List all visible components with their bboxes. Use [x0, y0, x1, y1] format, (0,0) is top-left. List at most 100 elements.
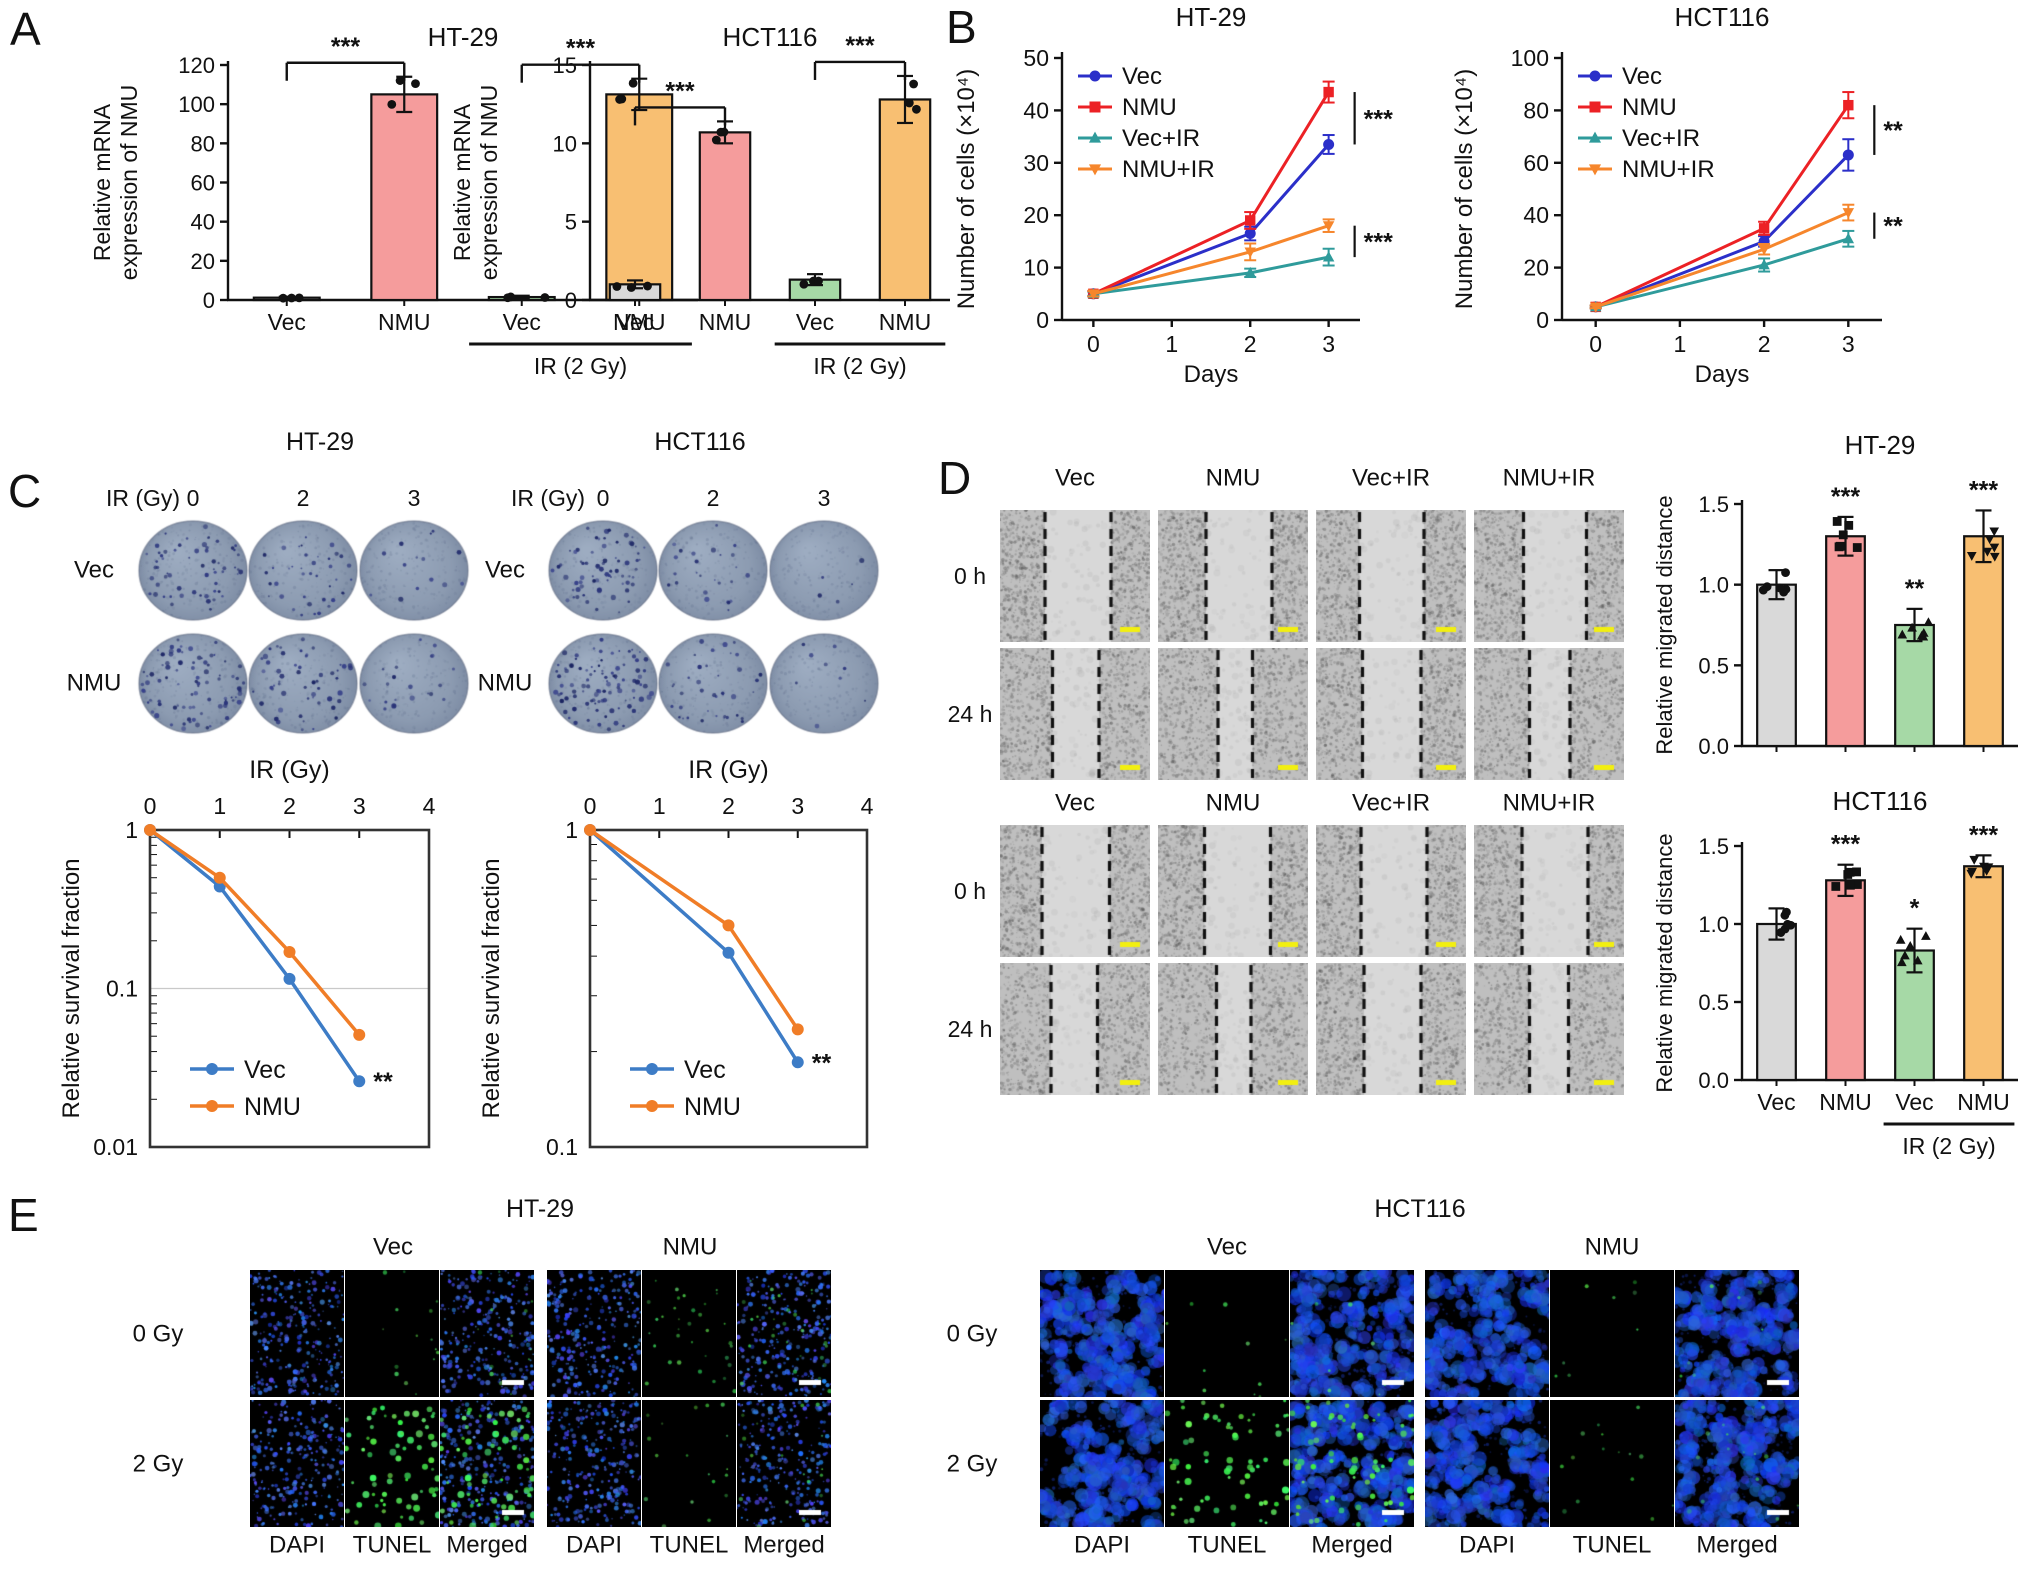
- wound-condition-label: NMU: [1205, 789, 1261, 817]
- panel-d-label: D: [938, 452, 972, 504]
- svg-text:***: ***: [1969, 476, 1998, 504]
- svg-text:0.5: 0.5: [1698, 653, 1729, 678]
- svg-text:1: 1: [1673, 331, 1686, 357]
- colony-plate-image: [768, 518, 880, 622]
- svg-text:NMU: NMU: [1957, 1089, 2009, 1115]
- wound-healing-assay: Vec NMU Vec+IR NMU+IR 0 h 24 h Vec NMU Vec+IR NMU…: [940, 460, 1645, 1110]
- svg-text:0.1: 0.1: [106, 976, 138, 1002]
- svg-text:**: **: [1883, 117, 1903, 145]
- svg-text:1: 1: [213, 793, 226, 819]
- svg-text:expression of NMU: expression of NMU: [476, 85, 502, 281]
- growth-line-chart-hct116: Number of cells (×10⁴) HCT116 0 20 40 60 80 100…: [1448, 0, 2032, 410]
- svg-text:Vec: Vec: [1622, 63, 1662, 90]
- svg-text:60: 60: [1523, 150, 1549, 176]
- colony-group-title: HT-29: [285, 427, 355, 456]
- svg-text:*: *: [1910, 895, 1920, 923]
- ir-dose-label: 3: [407, 484, 421, 511]
- svg-text:2: 2: [1758, 331, 1771, 357]
- wound-image: [1474, 510, 1624, 642]
- dose-row-label: 0 Gy: [946, 1319, 998, 1347]
- stain-channel-label: Merged: [743, 1531, 825, 1559]
- wound-image: [1158, 825, 1308, 957]
- svg-text:40: 40: [1023, 97, 1049, 123]
- svg-text:***: ***: [1364, 228, 1393, 256]
- svg-text:3: 3: [1842, 331, 1855, 357]
- ir-dose-label: 0: [596, 484, 610, 511]
- colony-formation-assay: HT-29 IR (Gy) 0 2 3 Vec NMU HCT116 IR (Gy) 0 2 3 Vec…: [0, 427, 960, 742]
- svg-text:Relative mRNA: Relative mRNA: [89, 103, 115, 261]
- svg-text:NMU+IR: NMU+IR: [1622, 156, 1715, 183]
- svg-text:HCT116: HCT116: [1675, 2, 1770, 32]
- fluorescence-image: [345, 1270, 439, 1397]
- svg-text:0: 0: [203, 288, 215, 313]
- survival-chart-ht29: IR (Gy) 0 1 2 3 4 Relative survival fraction 1 0…: [55, 742, 457, 1162]
- svg-text:1.5: 1.5: [1698, 834, 1729, 859]
- wound-time-label: 0 h: [954, 877, 986, 904]
- svg-text:0.0: 0.0: [1698, 1068, 1729, 1093]
- colony-plate-image: [547, 518, 659, 622]
- svg-text:10: 10: [1023, 255, 1049, 281]
- svg-text:**: **: [1883, 213, 1903, 241]
- colony-plate-image: [657, 518, 769, 622]
- svg-text:NMU: NMU: [378, 309, 430, 335]
- fluorescence-image: [1675, 1270, 1799, 1397]
- svg-text:1: 1: [565, 817, 578, 843]
- dose-row-label: 2 Gy: [132, 1449, 184, 1477]
- growth-line-chart-ht29: Number of cells (×10⁴) HT-29 0 10 20 30 40 50 0 1…: [950, 0, 1462, 410]
- ir-dose-label: 0: [186, 484, 200, 511]
- svg-text:Days: Days: [1695, 361, 1750, 388]
- fluorescence-image: [642, 1270, 736, 1397]
- svg-text:HT-29: HT-29: [428, 22, 499, 52]
- wound-condition-label: Vec: [1054, 789, 1096, 817]
- migration-bar-chart-hct116: Relative migrated distance HCT116 0.0 0.5 1.…: [1652, 786, 2032, 1190]
- svg-text:0.01: 0.01: [93, 1134, 138, 1160]
- svg-text:NMU: NMU: [1819, 1089, 1871, 1115]
- stain-channel-label: TUNEL: [352, 1531, 432, 1559]
- wound-image: [1316, 825, 1466, 957]
- svg-text:100: 100: [1511, 45, 1549, 71]
- svg-text:100: 100: [178, 92, 215, 117]
- colony-plate-image: [768, 631, 880, 735]
- fluorescence-image: [737, 1270, 831, 1397]
- stain-channel-label: Merged: [1696, 1531, 1778, 1559]
- svg-text:Vec: Vec: [796, 309, 834, 335]
- svg-text:1.0: 1.0: [1698, 573, 1729, 598]
- fluorescence-image: [1550, 1270, 1674, 1397]
- stain-channel-label: DAPI: [1073, 1531, 1131, 1559]
- fluorescence-image: [642, 1400, 736, 1527]
- svg-text:NMU: NMU: [613, 309, 665, 335]
- svg-text:3: 3: [791, 793, 804, 819]
- svg-text:Vec: Vec: [684, 1056, 726, 1084]
- wound-image: [1158, 510, 1308, 642]
- treatment-group-label: Vec: [372, 1233, 414, 1261]
- svg-text:30: 30: [1023, 150, 1049, 176]
- wound-condition-label: NMU+IR: [1502, 464, 1596, 492]
- svg-text:Relative mRNA: Relative mRNA: [449, 103, 475, 261]
- colony-plate-image: [547, 631, 659, 735]
- svg-text:NMU: NMU: [1122, 94, 1177, 121]
- ir-dose-header: IR (Gy): [510, 484, 586, 511]
- svg-text:5: 5: [565, 210, 577, 235]
- wound-image: [1158, 963, 1308, 1095]
- mrna-bar-chart-ht29: Relative mRNA expression of NMU HT-29 0 20 40…: [88, 22, 710, 394]
- fluorescence-image: [1290, 1400, 1414, 1527]
- fluorescence-image: [1675, 1400, 1799, 1527]
- fluorescence-image: [1165, 1270, 1289, 1397]
- svg-text:15: 15: [553, 53, 577, 78]
- fluorescence-image: [1425, 1270, 1549, 1397]
- svg-text:50: 50: [1023, 45, 1049, 71]
- svg-text:NMU: NMU: [244, 1093, 301, 1121]
- svg-text:20: 20: [191, 249, 215, 274]
- svg-text:Vec: Vec: [1757, 1089, 1795, 1115]
- svg-text:Relative migrated distance: Relative migrated distance: [1652, 495, 1677, 754]
- wound-time-label: 24 h: [947, 700, 993, 727]
- svg-text:1.5: 1.5: [1698, 492, 1729, 517]
- colony-row-label: NMU: [66, 669, 122, 697]
- svg-text:4: 4: [861, 793, 874, 819]
- svg-text:Number of cells (×10⁴): Number of cells (×10⁴): [1451, 69, 1478, 309]
- wound-image: [1000, 825, 1150, 957]
- stain-channel-label: TUNEL: [1572, 1531, 1652, 1559]
- svg-text:1: 1: [1165, 331, 1178, 357]
- wound-time-label: 24 h: [947, 1015, 993, 1042]
